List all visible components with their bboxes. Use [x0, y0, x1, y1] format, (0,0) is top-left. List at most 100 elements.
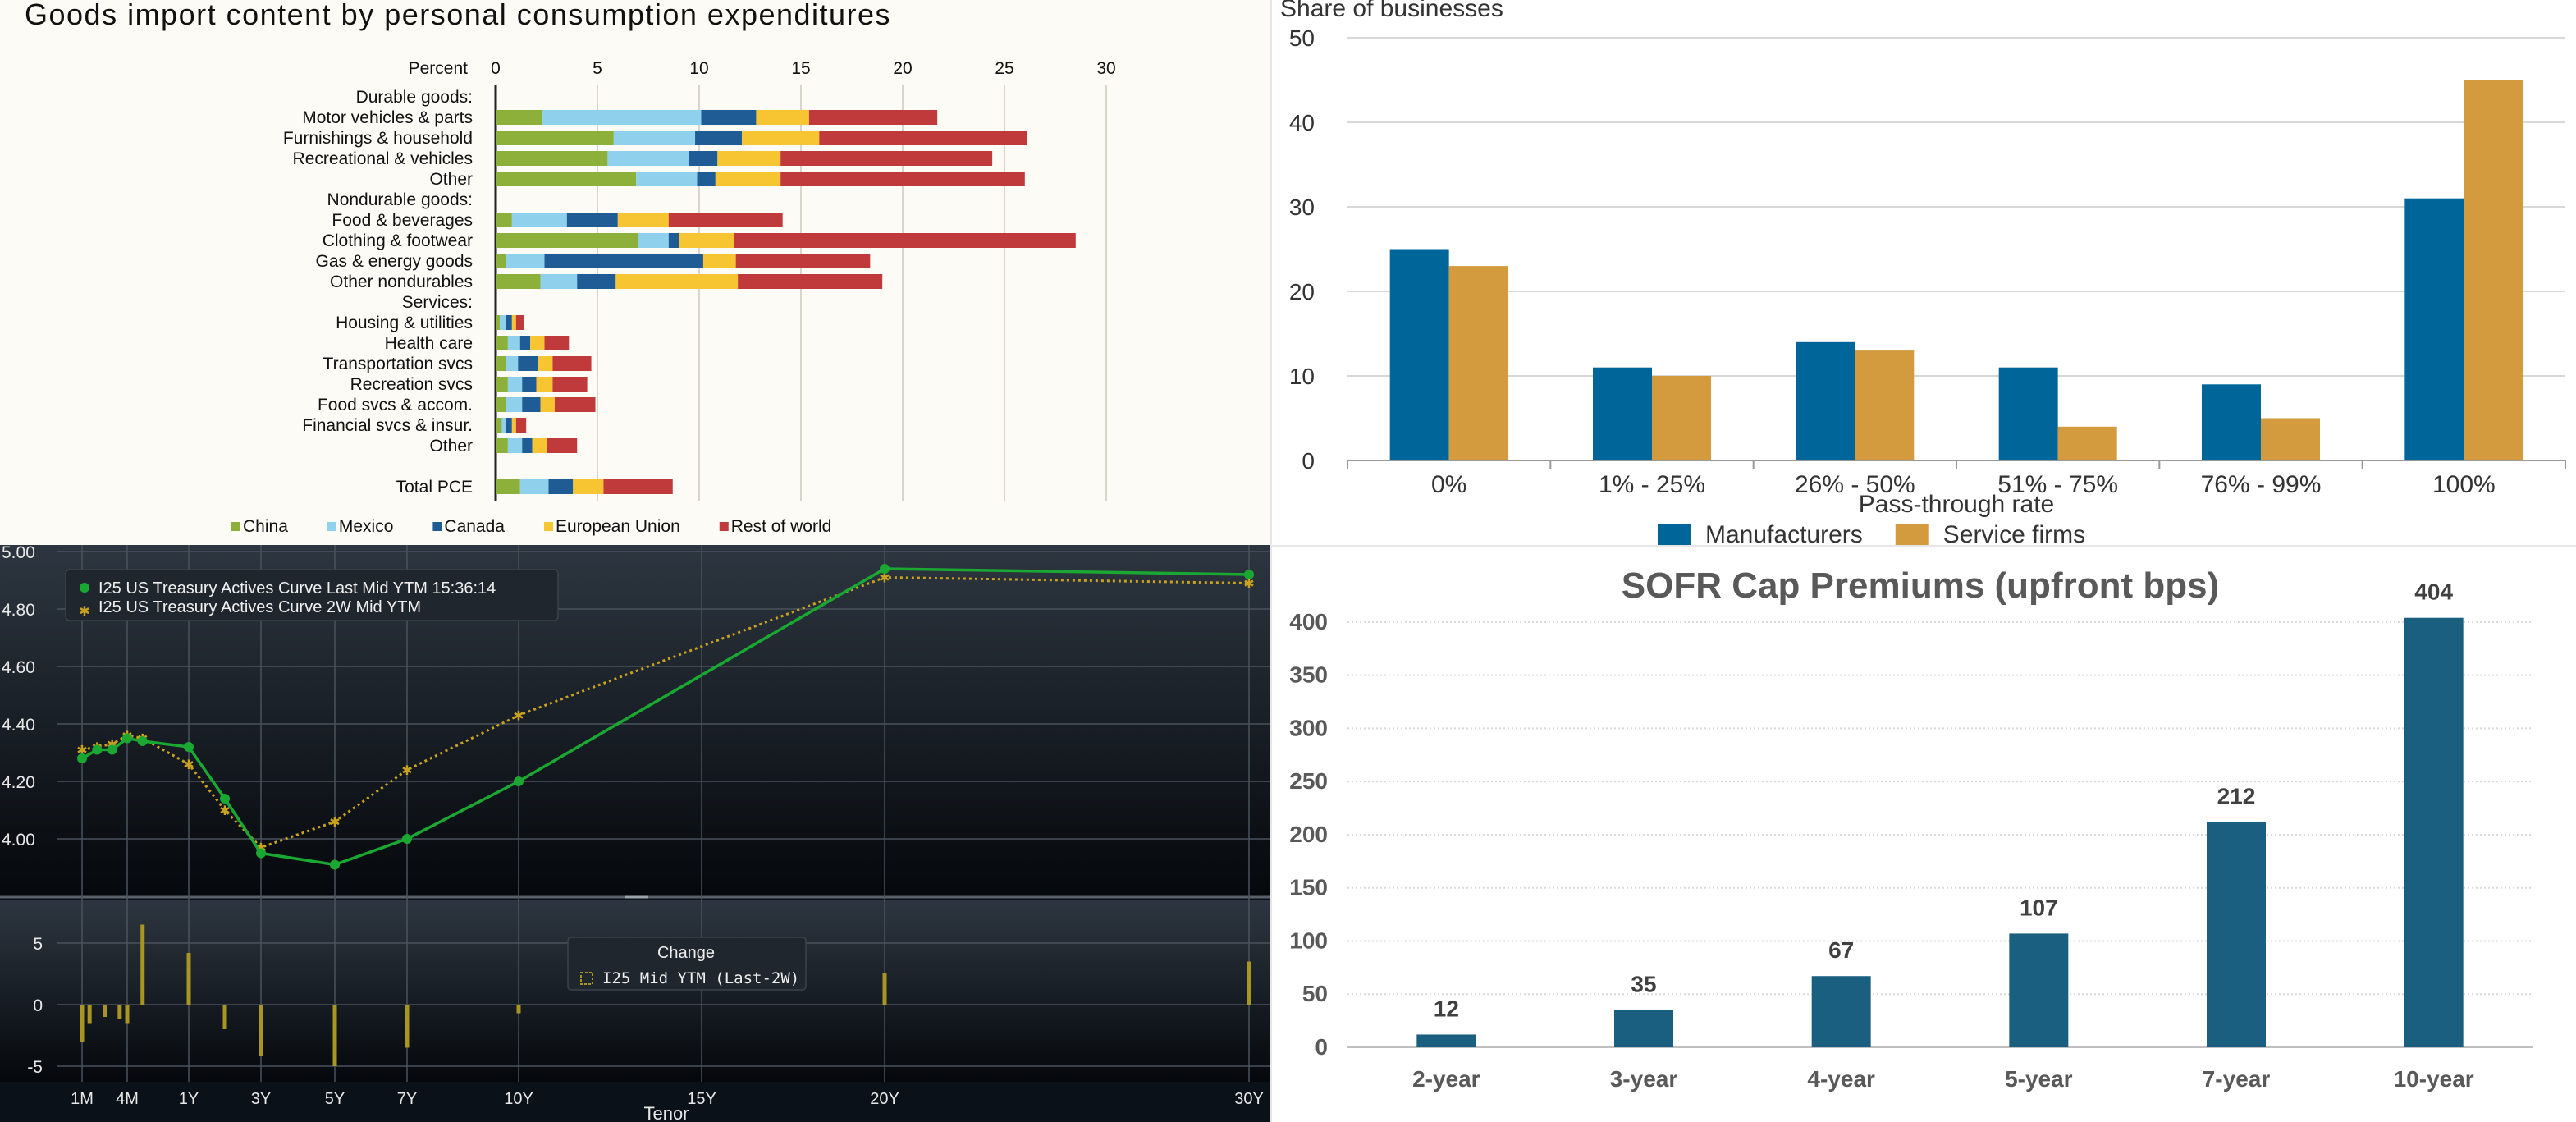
bar-segment [530, 336, 545, 350]
change-bar [882, 973, 887, 1005]
bar-segment [536, 377, 553, 392]
bar-segment [496, 274, 541, 289]
category-label: Durable goods: [356, 88, 473, 107]
bar-segment [695, 131, 743, 145]
bar-segment [496, 110, 543, 125]
bar-segment [544, 336, 570, 350]
bar-segment [532, 438, 547, 453]
change-bar [1247, 961, 1251, 1005]
import-content-chart-panel: Goods import content by personal consump… [0, 0, 1270, 545]
bar-segment [519, 336, 531, 350]
bar-segment [717, 151, 781, 166]
legend-label: I25 US Treasury Actives Curve 2W Mid YTM [98, 598, 421, 616]
y-tick-label: 0 [33, 996, 43, 1015]
change-legend-swatch [580, 972, 593, 985]
bar [2009, 933, 2069, 1047]
bar-segment [615, 274, 739, 289]
data-point [330, 859, 340, 870]
bar-segment [496, 336, 508, 350]
legend-marker: ✱ [79, 605, 89, 619]
data-point [220, 794, 230, 804]
bar [1855, 350, 1915, 460]
treasury-curve-panel: 4.00 4.20 4.40 4.60 4.80 5.00 1M 4M 1Y 3Y 5Y 7Y 10Y 1… [0, 545, 1270, 1122]
bar-segment [496, 479, 520, 494]
bar-segment [507, 336, 520, 350]
legend-swatch [327, 522, 336, 531]
data-label: 212 [2217, 783, 2256, 808]
bar-segment [540, 274, 578, 289]
x-axis-label: Tenor [643, 1103, 689, 1122]
bar-segment [496, 172, 637, 186]
bar-segment [697, 172, 716, 186]
category-label: Clothing & footwear [323, 231, 473, 250]
y-tick-label: 40 [1289, 110, 1315, 135]
bar-segment [496, 254, 506, 268]
category-label: Financial svcs & insur. [302, 416, 473, 435]
category-label: Other [429, 170, 473, 189]
x-tick-label: 15Y [687, 1090, 716, 1108]
change-bar [117, 1005, 122, 1019]
bar-segment [506, 356, 519, 371]
pass-through-chart-panel: Share of businesses 0 10 20 30 40 50 0% 1% - 25%… [1272, 0, 2576, 545]
bar-segment [506, 315, 512, 330]
bar-segment [689, 151, 718, 166]
y-tick-label: 0 [1302, 448, 1315, 474]
bar-segment [577, 274, 616, 289]
legend-swatch [231, 522, 240, 531]
x-tick-label: 15 [791, 59, 810, 78]
y-tick-label: 4.60 [2, 658, 35, 677]
bar-segment [742, 131, 820, 145]
data-point [402, 834, 412, 844]
bar-segment [540, 397, 555, 412]
x-axis-label: Pass-through rate [1859, 491, 2054, 518]
change-bar [87, 1005, 92, 1024]
category-label: Recreation svcs [350, 375, 473, 394]
category-label: Total PCE [396, 478, 473, 497]
bar-segment [542, 110, 702, 125]
bar-segment [496, 131, 614, 145]
change-bar [140, 924, 145, 1005]
bar-segment [496, 438, 508, 453]
legend-swatch [1658, 524, 1691, 545]
y-axis-label: Share of businesses [1280, 0, 1503, 22]
legend-label: I25 US Treasury Actives Curve Last Mid Y… [98, 579, 496, 598]
x-axis-label: Percent [409, 59, 469, 78]
y-tick-label: 50 [1302, 981, 1328, 1006]
legend-swatch [1895, 524, 1929, 545]
x-tick-label: 5-year [2005, 1066, 2073, 1092]
bar-segment [547, 438, 578, 453]
x-tick-label: 51% - 75% [1997, 471, 2118, 498]
y-tick-label: 300 [1289, 715, 1328, 740]
bar-segment [573, 479, 604, 494]
legend-label: Rest of world [731, 517, 832, 536]
bar-segment [554, 397, 596, 412]
y-tick-label: 10 [1289, 364, 1315, 389]
bar [2207, 822, 2266, 1047]
data-label: 12 [1434, 996, 1459, 1021]
category-label: Services: [402, 293, 473, 312]
sofr-cap-panel: SOFR Cap Premiums (upfront bps) 0 50 100 150… [1272, 545, 2576, 1122]
bar-segment [506, 418, 512, 433]
data-point [880, 564, 890, 574]
x-tick-label: 10 [689, 59, 708, 78]
x-tick-label: 10Y [504, 1090, 533, 1108]
bar [1614, 1010, 1673, 1047]
category-label: Motor vehicles & parts [302, 108, 473, 127]
legend-marker [80, 583, 89, 593]
bar-segment [538, 356, 553, 371]
bar-segment [734, 233, 1076, 248]
x-tick-label: 20 [893, 59, 912, 78]
bar-segment [738, 274, 883, 289]
legend-label: European Union [556, 517, 680, 536]
pass-through-chart: Share of businesses 0 10 20 30 40 50 0% 1% - 25%… [1280, 0, 2566, 545]
x-tick-label: 20Y [870, 1090, 899, 1108]
data-label: 107 [2020, 895, 2058, 920]
category-label: Other [429, 437, 473, 456]
bar-segment [701, 110, 757, 125]
import-content-chart: Goods import content by personal consump… [25, 0, 1116, 536]
data-point: ✱ [879, 572, 890, 586]
legend-box [65, 569, 559, 621]
y-tick-label: 4.80 [2, 601, 35, 620]
bar-segment [552, 377, 588, 392]
change-bar [80, 1005, 85, 1042]
